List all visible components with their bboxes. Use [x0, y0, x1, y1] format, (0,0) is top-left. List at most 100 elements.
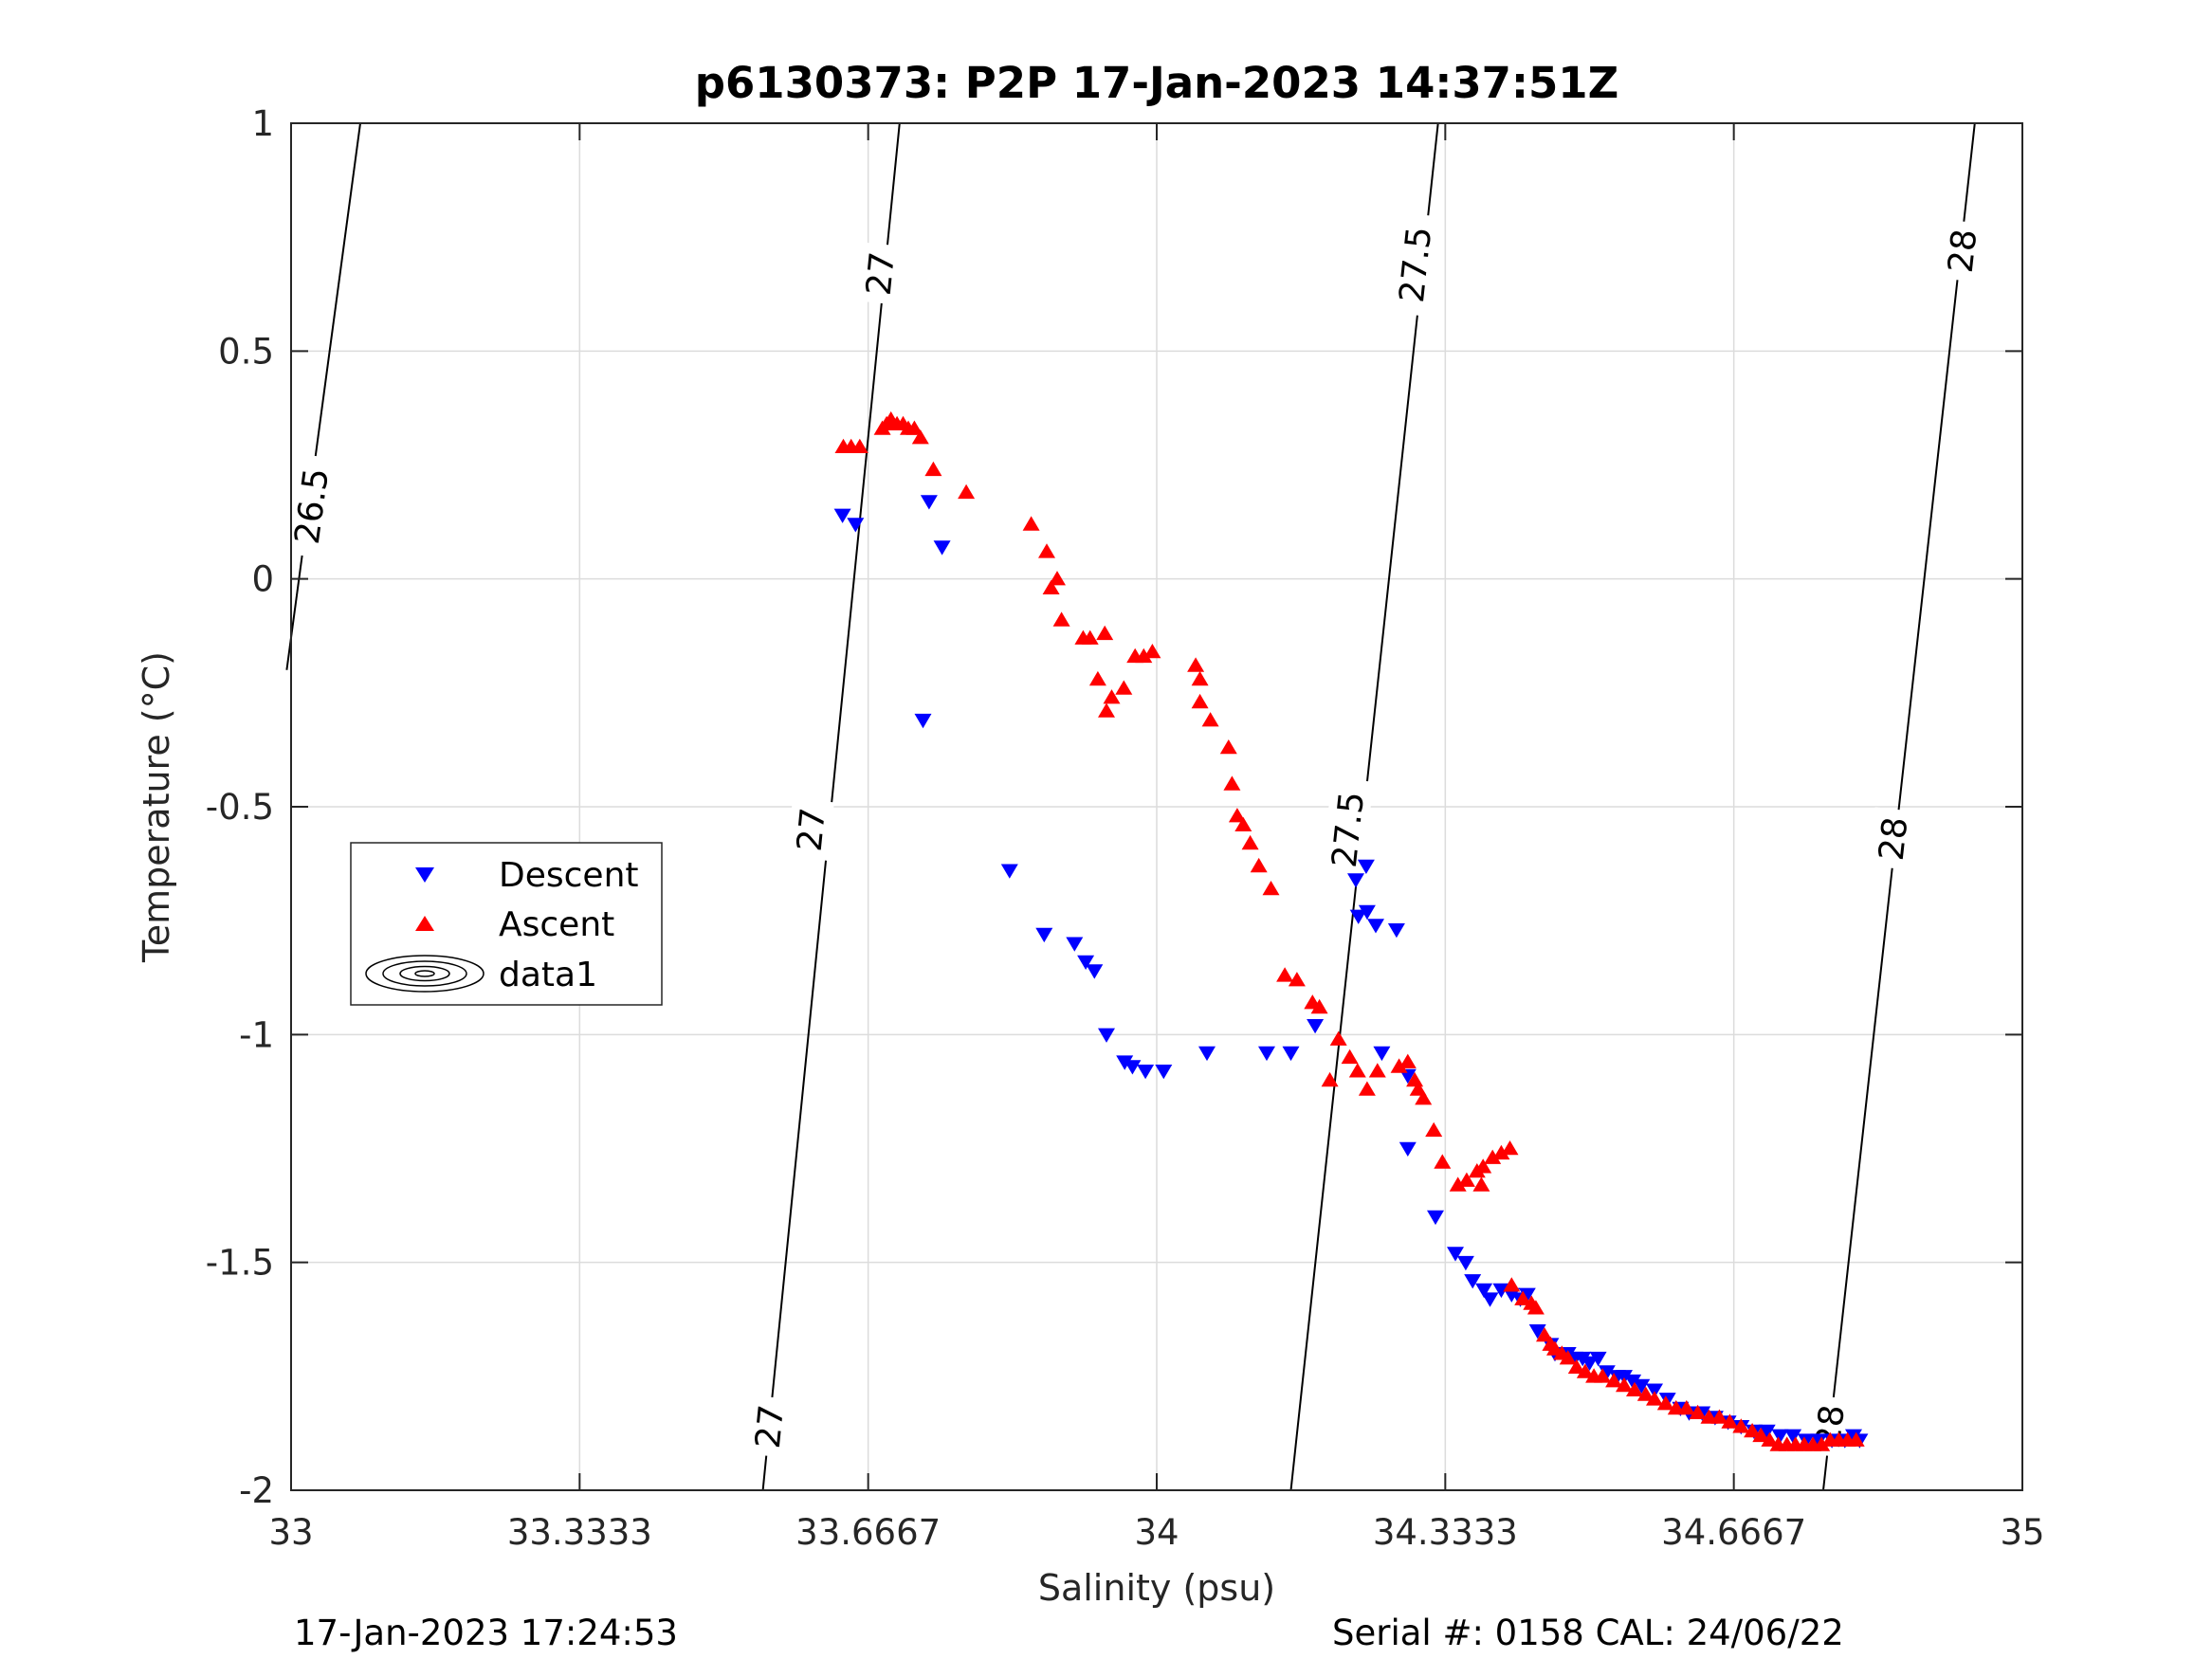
descent-point: [1427, 1210, 1444, 1226]
ascent-point: [1594, 1368, 1612, 1383]
y-tick-label: 0.5: [218, 331, 274, 372]
descent-point: [1098, 1028, 1115, 1043]
legend: Descent Ascent data1: [350, 842, 663, 1006]
ascent-point: [1329, 1030, 1347, 1046]
ascent-point: [1368, 1063, 1386, 1078]
density-contour-label-bg: [855, 242, 904, 305]
legend-descent-label: Descent: [499, 856, 639, 895]
descent-point: [1456, 1255, 1474, 1271]
descent-point: [1116, 1055, 1134, 1070]
descent-point: [914, 713, 932, 729]
descent-point: [847, 518, 865, 533]
descent-point: [1464, 1274, 1482, 1289]
legend-box: [350, 842, 663, 1006]
ascent-point: [1656, 1395, 1674, 1411]
descent-point: [1646, 1383, 1663, 1398]
ascent-point: [1398, 1053, 1417, 1068]
descent-point: [1475, 1283, 1493, 1299]
ascent-point: [1234, 816, 1252, 831]
density-contour-label: 27.5: [1325, 790, 1372, 869]
density-contour-label: 27: [860, 250, 903, 298]
legend-contour-icon: [365, 955, 484, 993]
density-contour-label-bg: [1321, 776, 1374, 883]
ascent-point: [1115, 680, 1133, 695]
ascent-point: [1449, 1176, 1467, 1192]
descent-point: [1066, 937, 1084, 952]
ascent-point: [1390, 1058, 1408, 1073]
ascent-point: [1049, 571, 1066, 586]
x-tick-label: 33.3333: [507, 1512, 652, 1553]
ascent-point: [1143, 644, 1161, 659]
descent-point: [1367, 919, 1384, 934]
ascent-point: [1096, 625, 1114, 641]
data-points: [833, 410, 1869, 1451]
ascent-point: [1721, 1413, 1739, 1429]
ascent-point: [1503, 1277, 1521, 1292]
ascent-point: [1425, 1121, 1443, 1137]
descent-point: [1528, 1324, 1546, 1340]
ascent-point: [1626, 1381, 1643, 1396]
descent-point: [1349, 909, 1367, 924]
descent-point: [833, 508, 851, 523]
descent-point: [1616, 1370, 1633, 1385]
chart-title: p6130373: P2P 17-Jan-2023 14:37:51Z: [695, 58, 1619, 108]
descent-point: [1307, 1019, 1325, 1034]
ascent-point: [1191, 693, 1209, 709]
ascent-point: [1250, 857, 1268, 873]
ascent-point: [1262, 881, 1280, 896]
density-contour-label: 28: [1873, 815, 1916, 863]
density-contour-line: [1822, 122, 1976, 1491]
ascent-point: [1646, 1391, 1663, 1406]
descent-point: [1124, 1060, 1142, 1075]
ascent-point: [1732, 1418, 1750, 1433]
ascent-point: [1492, 1144, 1510, 1160]
ascent-point: [1341, 1048, 1359, 1065]
ascent-point: [1752, 1427, 1770, 1443]
density-contour-label-bg: [786, 797, 834, 862]
ascent-point: [1228, 808, 1246, 823]
descent-point: [1155, 1065, 1173, 1080]
ascent-point: [1526, 1300, 1545, 1315]
ascent-point: [1415, 1090, 1433, 1105]
descent-point: [1492, 1283, 1510, 1299]
ascent-point: [1636, 1386, 1654, 1401]
ascent-point: [1536, 1327, 1553, 1342]
density-contour-label-bg: [745, 1395, 793, 1458]
descent-point: [1758, 1424, 1776, 1440]
descent-point: [1447, 1247, 1464, 1262]
ascent-point: [1710, 1409, 1728, 1424]
ascent-point: [1616, 1376, 1633, 1393]
ascent-point: [1081, 629, 1099, 645]
axis-ticks: 33 33.3333 33.6667 34 34.3333 34.6667 35 -2 -1.5…: [206, 103, 2045, 1553]
ascent-point: [1052, 611, 1070, 627]
descent-point: [1589, 1351, 1607, 1367]
ascent-point: [1474, 1158, 1492, 1174]
legend-ascent-marker-icon: [415, 916, 434, 931]
ascent-point: [1135, 647, 1153, 664]
ascent-point: [1276, 967, 1294, 982]
ascent-point: [1219, 739, 1237, 755]
ascent-point: [1321, 1071, 1339, 1087]
density-contour-label: 27: [749, 1403, 792, 1450]
ascent-point: [1744, 1423, 1762, 1438]
legend-ascent-label: Ascent: [499, 905, 614, 944]
ascent-point: [1567, 1358, 1585, 1374]
descent-point: [1633, 1378, 1651, 1394]
descent-point: [1035, 927, 1053, 943]
ascent-point: [1103, 689, 1121, 704]
x-axis-label: Salinity (psu): [1038, 1567, 1275, 1609]
x-tick-label: 33.6667: [795, 1512, 941, 1553]
ascent-point: [1241, 834, 1259, 850]
ascent-point: [1501, 1140, 1519, 1156]
ascent-point: [1605, 1373, 1623, 1388]
ascent-point: [1472, 1176, 1490, 1192]
ascent-point: [1559, 1350, 1577, 1365]
ascent-point: [1689, 1404, 1707, 1419]
ascent-point: [905, 420, 923, 435]
x-tick-label: 34: [1134, 1512, 1179, 1553]
legend-data1-label: data1: [499, 956, 597, 994]
descent-point: [1077, 955, 1095, 970]
descent-point: [1198, 1046, 1216, 1062]
density-contour-label-bg: [1868, 807, 1917, 870]
